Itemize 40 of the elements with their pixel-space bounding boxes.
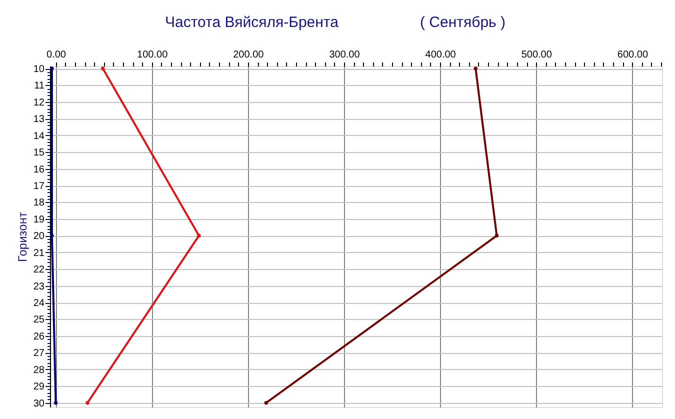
y-tick-label: 13	[33, 114, 45, 126]
x-tick-label: 200.00	[233, 50, 264, 60]
chart-subtitle: ( Сентябрь )	[420, 14, 506, 31]
y-tick-label: 22	[33, 264, 45, 276]
point	[264, 400, 268, 405]
point	[494, 234, 499, 238]
x-tick-label: 100.00	[137, 50, 168, 60]
y-tick-label: 18	[33, 198, 45, 209]
y-tick-label: 15	[33, 148, 45, 159]
x-tick-label: 600.00	[617, 50, 648, 60]
y-axis-title: Горизонт	[15, 212, 30, 262]
y-tick-label: 16	[33, 164, 45, 176]
x-tick-label: 300.00	[329, 50, 360, 60]
y-tick-label: 30	[33, 398, 45, 410]
x-tick-label: 500.00	[521, 50, 552, 60]
y-tick-label: 24	[33, 298, 45, 310]
point	[86, 400, 90, 405]
y-tick-label: 21	[33, 248, 45, 259]
x-tick-label: 400.00	[425, 50, 456, 60]
point	[100, 66, 105, 70]
y-tick-label: 27	[33, 348, 45, 360]
point	[54, 400, 58, 405]
chart-title: Частота Вяйсяля-Брента	[165, 14, 340, 31]
y-tick-label: 11	[34, 80, 45, 92]
y-tick-label: 26	[33, 331, 45, 342]
point	[197, 234, 201, 238]
y-tick-label: 25	[33, 314, 45, 326]
y-tick-label: 17	[33, 181, 45, 192]
y-tick-label: 14	[33, 130, 45, 142]
y-tick-label: 23	[33, 281, 45, 292]
y-tick-label: 10	[33, 64, 45, 76]
y-tick-label: 20	[33, 231, 45, 242]
point	[474, 66, 478, 70]
y-tick-label: 29	[33, 382, 45, 393]
point	[50, 234, 54, 238]
y-tick-label: 19	[33, 214, 45, 226]
y-tick-label: 28	[33, 364, 45, 376]
x-tick-label: 0.00	[46, 50, 66, 60]
y-tick-label: 12	[33, 97, 45, 108]
point	[50, 66, 54, 70]
